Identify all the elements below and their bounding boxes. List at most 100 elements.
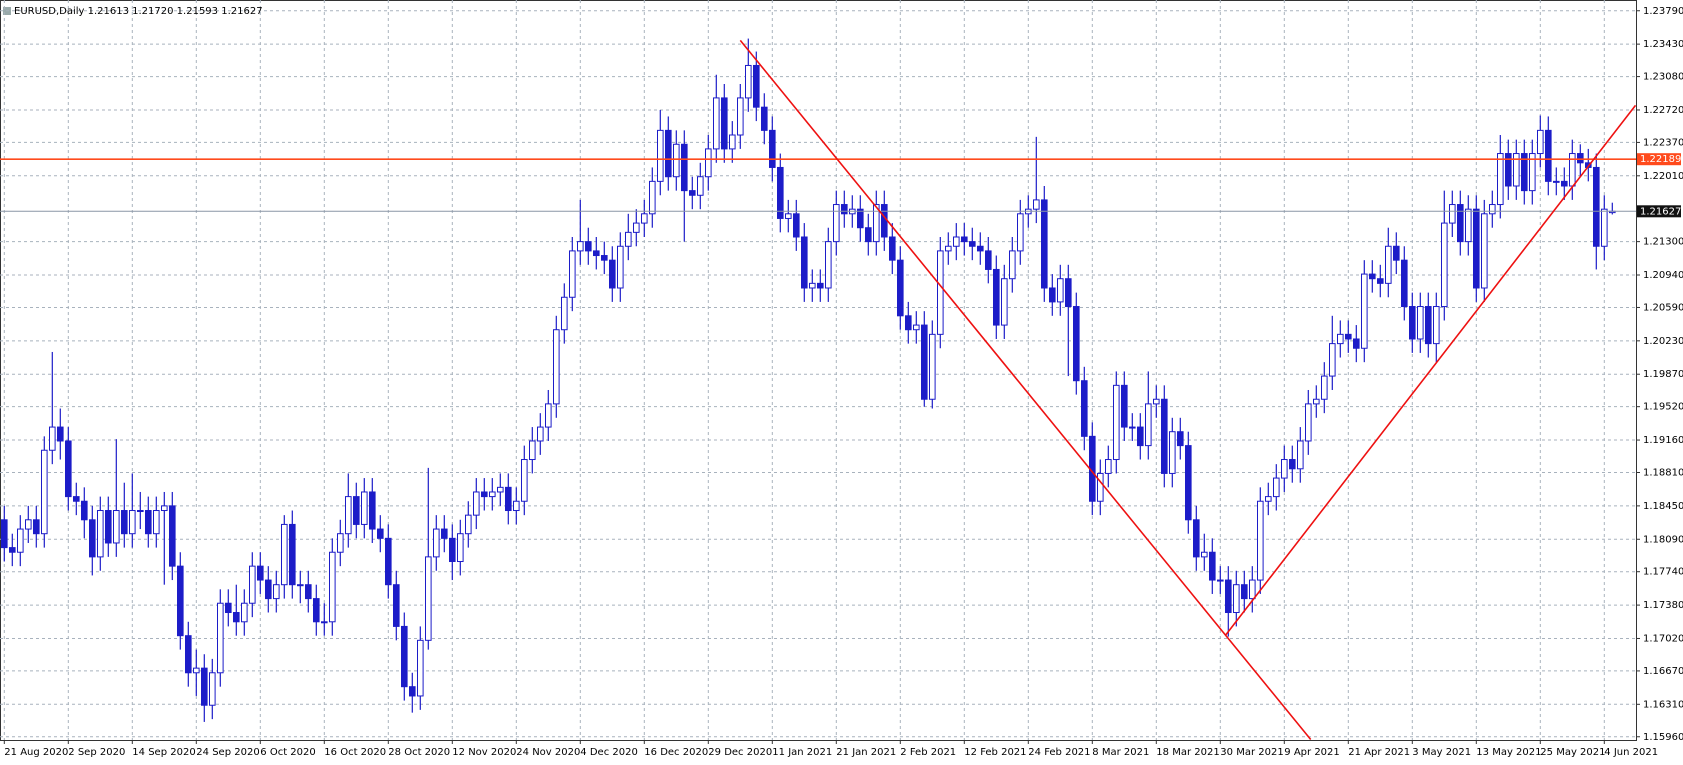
candle-body [865,227,872,243]
candle-body [233,612,240,623]
candle-body [121,510,128,535]
x-tick-label: 21 Aug 2020 [4,747,68,758]
candle-body [1313,398,1320,405]
y-tick-label: 1.19870 [1643,369,1683,380]
candle-body [1049,287,1056,303]
candle-body [297,584,304,587]
candle-body [1009,250,1016,280]
candle-body [729,134,736,150]
candle-body [1529,153,1536,192]
candle-body [449,537,456,563]
candle-body [753,64,760,108]
candle-body [1137,426,1144,447]
candle-body [681,143,688,192]
candle-body [321,621,328,624]
candle-body [1441,222,1448,308]
candle-body [1249,579,1256,600]
candle-body [745,64,752,99]
candle-body [1601,208,1608,247]
candle-body [737,97,744,136]
candle-body [945,245,952,252]
candle-body [1001,278,1008,326]
candle-body [1289,459,1296,470]
candle-body [425,556,432,641]
y-tick-label: 1.19520 [1643,402,1683,413]
candle-body [585,241,592,252]
y-tick-label: 1.20230 [1643,336,1683,347]
candle-body [857,208,864,229]
candle-body [873,204,880,243]
candle-body [1057,278,1064,303]
y-tick-label: 1.19160 [1643,435,1683,446]
candle-body [249,565,256,604]
y-tick-label: 1.18090 [1643,534,1683,545]
candle-body [1385,245,1392,284]
candle-body [1377,278,1384,284]
y-tick-label: 1.16670 [1643,666,1683,677]
candle-body [129,510,136,535]
x-tick-label: 4 Dec 2020 [580,747,638,758]
price-label-box [1637,205,1681,218]
y-tick-label: 1.20590 [1643,302,1683,313]
x-tick-label: 16 Dec 2020 [644,747,708,758]
candle-body [353,496,360,525]
candle-body [897,259,904,317]
candle-body [569,250,576,298]
candle-body [1473,208,1480,289]
candle-body [1169,431,1176,474]
candle-body [1073,306,1080,382]
candle-body [161,505,168,512]
candle-body [713,97,720,150]
candle-body [1425,306,1432,345]
x-tick-label: 2 Sep 2020 [68,747,125,758]
candle-body [657,129,664,182]
x-tick-label: 30 Mar 2021 [1220,747,1283,758]
x-tick-label: 24 Feb 2021 [1028,747,1090,758]
plot-area [0,0,1637,741]
candle-body [777,166,784,219]
candle-body [81,500,88,521]
candle-body [105,510,112,544]
y-tick-label: 1.20940 [1643,270,1683,281]
candle-body [489,491,496,498]
candle-body [545,403,552,428]
candle-body [1065,278,1072,308]
candle-body [1457,204,1464,243]
x-tick-label: 24 Nov 2020 [516,747,580,758]
candle-body [969,241,976,247]
candle-body [1201,551,1208,558]
candle-body [193,667,200,674]
candle-body [921,324,928,400]
candle-body [113,510,120,544]
candle-body [1257,500,1264,581]
candle-body [289,523,296,586]
candle-body [481,491,488,498]
candle-body [257,565,264,581]
y-tick-label: 1.23430 [1643,39,1683,50]
candle-body [409,686,416,697]
candle-body [1113,384,1120,461]
candle-body [961,236,968,243]
candle-body [345,496,352,535]
candle-body [1337,333,1344,345]
candle-body [1393,245,1400,261]
x-tick-label: 28 Oct 2020 [388,747,450,758]
candle-body [1553,180,1560,183]
candle-body [1537,129,1544,155]
candle-body [937,250,944,335]
candle-body [889,236,896,261]
y-tick-label: 1.22010 [1643,171,1683,182]
candle-body [465,514,472,535]
candle-body [433,528,440,558]
candle-body [513,500,520,512]
candle-body [809,282,816,289]
candle-body [1209,551,1216,581]
x-tick-label: 24 Sep 2020 [196,747,259,758]
candle-body [1593,166,1600,247]
x-tick-label: 25 May 2021 [1540,747,1605,758]
candle-body [33,519,40,535]
candle-body [593,250,600,257]
price-label: 1.22189 [1640,154,1681,165]
candle-body [577,241,584,252]
x-tick-label: 12 Nov 2020 [452,747,516,758]
